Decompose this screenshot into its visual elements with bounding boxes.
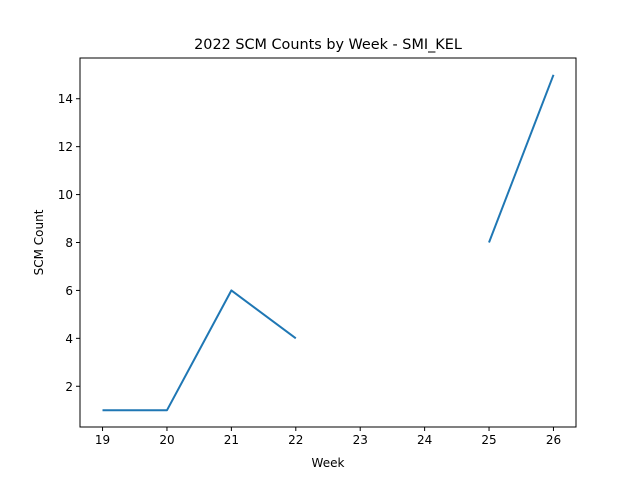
chart-title: 2022 SCM Counts by Week - SMI_KEL — [194, 37, 462, 53]
y-tick-label: 14 — [58, 92, 73, 106]
y-axis-label: SCM Count — [32, 209, 46, 275]
y-tick-label: 12 — [58, 140, 73, 154]
x-tick-label: 24 — [417, 433, 432, 447]
plot-area — [79, 57, 577, 428]
y-tick-label: 2 — [65, 380, 73, 394]
y-tick-label: 4 — [65, 332, 73, 346]
x-tick-label: 23 — [353, 433, 368, 447]
x-axis: 19 20 21 22 23 24 25 26 — [95, 427, 561, 447]
x-tick-label: 26 — [546, 433, 561, 447]
plot-frame — [79, 57, 577, 428]
x-axis-label: Week — [312, 456, 345, 470]
y-tick-label: 10 — [58, 188, 73, 202]
x-tick-label: 22 — [288, 433, 303, 447]
series-line-segment — [102, 289, 297, 412]
y-tick-label: 6 — [65, 284, 73, 298]
y-tick-label: 8 — [65, 236, 73, 250]
y-axis: 2 4 6 8 10 12 14 — [58, 92, 80, 394]
series-line-segment — [488, 74, 555, 243]
x-tick-label: 25 — [481, 433, 496, 447]
x-tick-label: 19 — [95, 433, 110, 447]
x-tick-label: 21 — [224, 433, 239, 447]
series-layer — [102, 74, 555, 412]
x-tick-label: 20 — [159, 433, 174, 447]
